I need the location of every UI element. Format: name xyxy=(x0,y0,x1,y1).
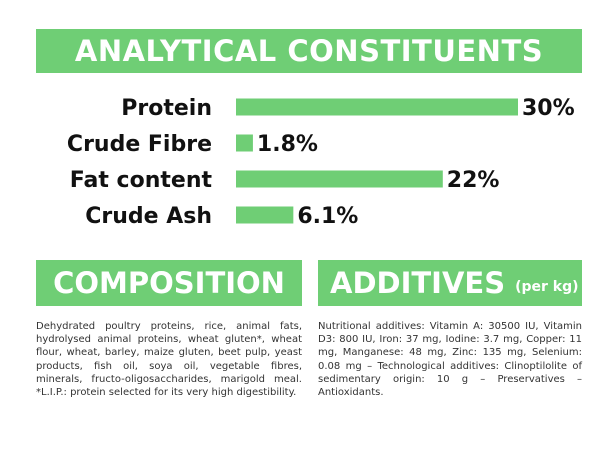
additives-title: ADDITIVES xyxy=(330,266,506,300)
bar xyxy=(236,206,294,224)
additives-banner: ADDITIVES (per kg) xyxy=(318,260,582,306)
bar xyxy=(236,98,518,116)
category-label: Fat content xyxy=(70,168,213,193)
bar xyxy=(236,170,443,188)
bar-value-label: 22% xyxy=(447,168,500,193)
bar-value-label: 30% xyxy=(522,96,575,121)
composition-title: COMPOSITION xyxy=(53,266,285,300)
analytical-constituents-title: ANALYTICAL CONSTITUENTS xyxy=(74,34,544,68)
additives-title-suffix: (per kg) xyxy=(515,279,579,295)
bar-value-label: 1.8% xyxy=(257,132,318,157)
composition-text: Dehydrated poultry proteins, rice, anima… xyxy=(36,321,302,399)
analytical-bar-chart: Protein 30% Crude Fibre 1.8% Fat content 22% C… xyxy=(67,96,575,229)
bar-value-label: 6.1% xyxy=(297,204,358,229)
analytical-constituents-banner: ANALYTICAL CONSTITUENTS xyxy=(36,29,582,73)
bar xyxy=(236,134,253,152)
category-label: Crude Fibre xyxy=(67,132,212,157)
category-label: Protein xyxy=(121,96,212,121)
category-label: Crude Ash xyxy=(85,204,212,229)
composition-banner: COMPOSITION xyxy=(36,260,302,306)
additives-text: Nutritional additives: Vitamin A: 30500 … xyxy=(318,321,582,399)
